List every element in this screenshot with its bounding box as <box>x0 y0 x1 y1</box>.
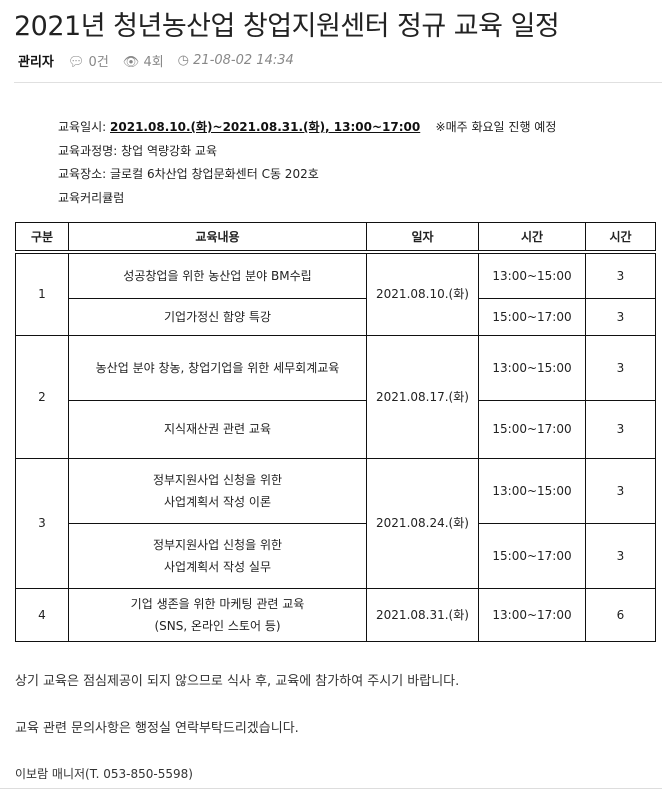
course-place: 교육장소: 글로컬 6차산업 창업문화센터 C동 202호 <box>58 167 319 181</box>
col-date: 일자 <box>366 222 479 254</box>
comment-count: 💬︎ 0건 <box>67 55 109 70</box>
curriculum-table: 구분 교육내용 일자 시간 시간 1 성공창업을 위한 농산업 분야 BM수립 … <box>15 222 656 642</box>
col-hours: 시간 <box>585 222 656 254</box>
author[interactable]: 관리자 <box>18 55 54 70</box>
col-time: 시간 <box>478 222 586 254</box>
table-row: 4 기업 생존을 위한 마케팅 관련 교육 (SNS, 온라인 스토어 등) 20… <box>15 587 656 642</box>
date-note: ※매주 화요일 진행 예정 <box>435 120 557 134</box>
course-dates: 2021.08.10.(화)~2021.08.31.(화), 13:00~17:… <box>110 120 421 134</box>
table-row: 3 정부지원사업 신청을 위한 사업계획서 작성 이론 2021.08.24.(화… <box>15 457 656 589</box>
table-row: 기업가정신 함양 특강 15:00~17:00 3 <box>16 297 656 336</box>
eye-icon: 👁︎ <box>122 55 140 70</box>
table-row: 정부지원사업 신청을 위한 사업계획서 작성 실무 15:00~17:00 3 <box>16 522 656 589</box>
post-meta: 관리자 💬︎ 0건 👁︎ 4회 ◷ 21-08-02 14:34 <box>18 51 294 70</box>
table-row: 1 성공창업을 위한 농산업 분야 BM수립 2021.08.10.(화) 13… <box>15 251 656 336</box>
page-title: 2021년 청년농산업 창업지원센터 정규 교육 일정 <box>14 11 560 42</box>
post-date: ◷ 21-08-02 14:34 <box>177 53 294 68</box>
inquiry-note: 교육 관련 문의사항은 행정실 연락부탁드리겠습니다. <box>15 721 299 736</box>
view-count: 👁︎ 4회 <box>122 55 164 70</box>
clock-icon: ◷ <box>177 53 190 68</box>
col-no: 구분 <box>15 222 69 254</box>
course-info: 교육일시: 2021.08.10.(화)~2021.08.31.(화), 13:… <box>58 116 556 210</box>
col-content: 교육내용 <box>68 222 367 254</box>
contact: 이보람 매니저(T. 053-850-5598) <box>15 767 193 781</box>
table-row: 2 농산업 분야 창농, 창업기업을 위한 세무회계교육 2021.08.17.… <box>15 334 656 459</box>
divider <box>14 82 662 83</box>
course-name: 교육과정명: 창업 역량강화 교육 <box>58 143 218 158</box>
table-row: 지식재산권 관련 교육 15:00~17:00 3 <box>16 399 656 459</box>
divider <box>0 788 662 789</box>
lunch-note: 상기 교육은 점심제공이 되지 않으므로 식사 후, 교육에 참가하여 주시기 … <box>15 674 460 689</box>
curriculum-label: 교육커리큘럼 <box>58 190 125 205</box>
comment-icon: 💬︎ <box>67 55 85 70</box>
